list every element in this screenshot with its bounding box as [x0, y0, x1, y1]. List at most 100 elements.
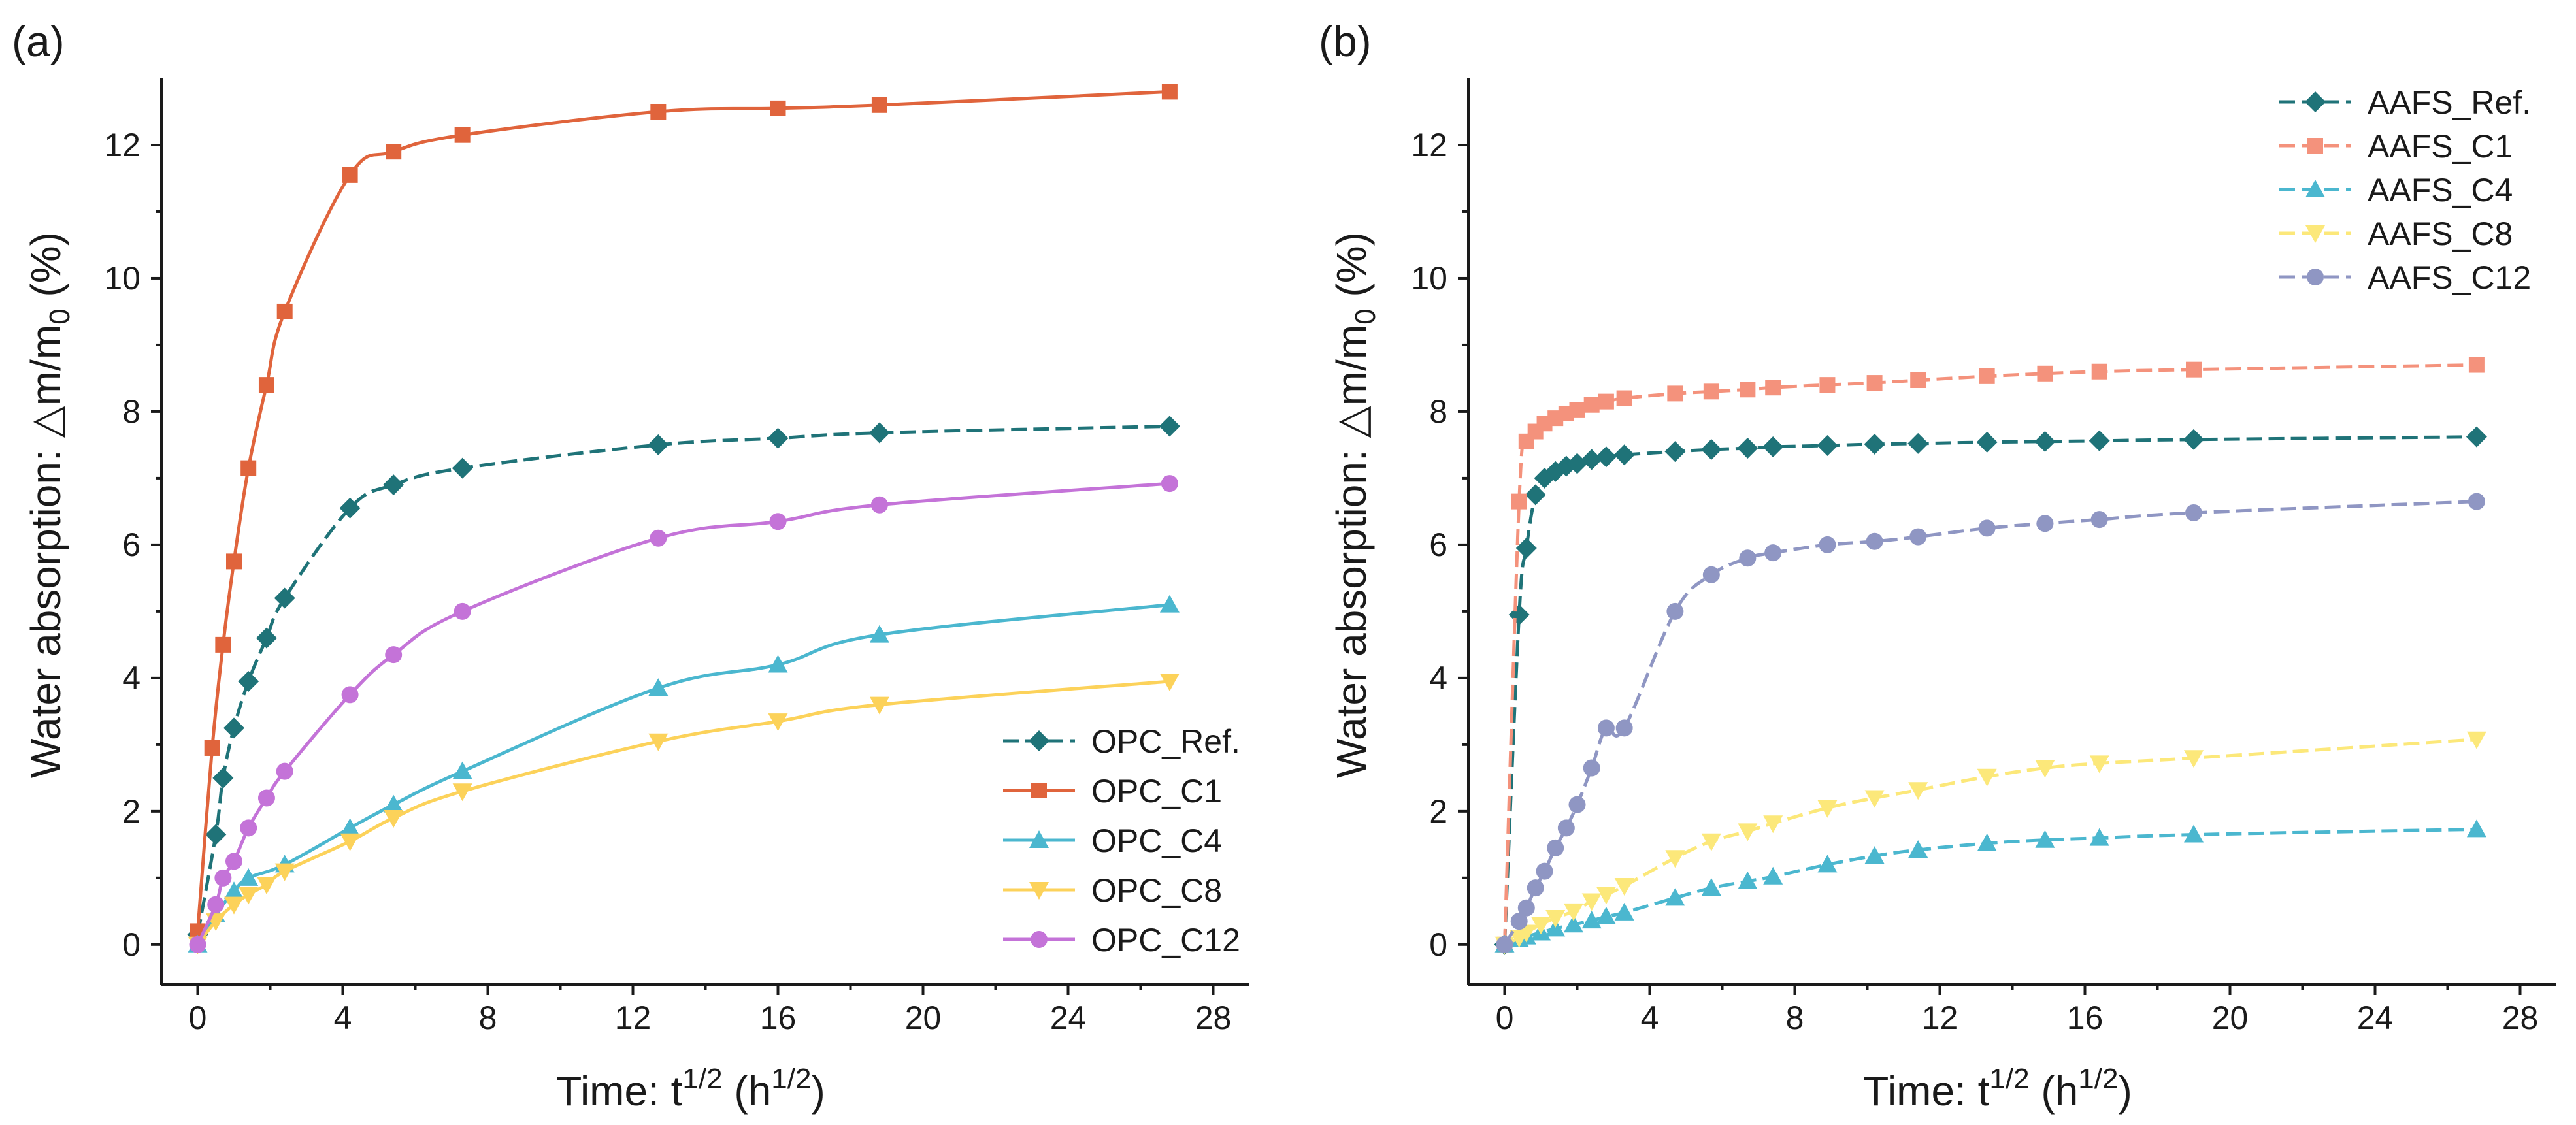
- series-opc-c1-point: [650, 103, 667, 120]
- series-opc-c8: [188, 673, 1180, 954]
- legend-label: OPC_Ref.: [1091, 723, 1240, 760]
- panel-a-x-tick-label: 16: [760, 1000, 797, 1036]
- series-aafs-ref-point: [1525, 484, 1546, 506]
- series-aafs-c1-point: [1740, 382, 1756, 398]
- series-opc-c1-point: [276, 303, 293, 319]
- panel-b-x-tick-label: 8: [1786, 1000, 1804, 1036]
- series-opc-c4-point: [1159, 595, 1180, 613]
- series-aafs-c1-point: [1910, 372, 1926, 388]
- series-opc-c12-point: [341, 686, 359, 704]
- series-aafs-c8-point: [1545, 910, 1566, 928]
- series-aafs-c8-point: [1977, 768, 1997, 787]
- series-aafs-ref-point: [2466, 426, 2487, 448]
- series-opc-c1-point: [770, 100, 786, 116]
- series-opc-c8-point: [239, 887, 259, 905]
- legend-item-aafs-c8: AAFS_C8: [2279, 216, 2513, 252]
- series-aafs-c12-point: [1866, 532, 1883, 550]
- panel-b-x-tick-label: 20: [2212, 1000, 2249, 1036]
- panel-a-x-tick-label: 20: [905, 1000, 942, 1036]
- legend-item-opc-c12: OPC_C12: [1003, 922, 1240, 958]
- panel-b-x-tick-label: 24: [2357, 1000, 2394, 1036]
- series-opc-c12-point: [207, 896, 225, 913]
- series-aafs-c8-point: [2184, 750, 2204, 768]
- panel-a-x-axis-title-sup2: 1/2: [771, 1063, 811, 1095]
- series-opc-ref-point: [452, 457, 473, 479]
- series-aafs-ref-line: [1503, 435, 2477, 945]
- series-aafs-c12-point: [1536, 862, 1553, 880]
- series-opc-c1-point: [342, 167, 358, 183]
- series-aafs-c1-point: [1866, 375, 1883, 391]
- series-aafs-c1-point: [1819, 377, 1836, 393]
- series-aafs-c4-point: [2184, 824, 2204, 843]
- legend-label: OPC_C1: [1091, 773, 1222, 809]
- series-aafs-c12-point: [2468, 493, 2485, 510]
- series-opc-c8-point: [224, 896, 244, 915]
- legend-marker: [2305, 225, 2325, 243]
- panel-a-x-tick-label: 24: [1050, 1000, 1087, 1036]
- series-aafs-ref-point: [1508, 604, 1530, 625]
- series-opc-c12-point: [257, 789, 275, 807]
- series-aafs-ref-point: [1864, 433, 1885, 455]
- panel-b-y-tick-label: 4: [1429, 660, 1447, 696]
- series-aafs-c1-point: [1616, 390, 1632, 406]
- series-aafs-ref-point: [1613, 444, 1635, 466]
- series-aafs-c4-point: [1563, 915, 1583, 933]
- series-aafs-c12-point: [1666, 602, 1684, 620]
- series-opc-c4-point: [340, 818, 360, 836]
- series-opc-c8-point: [256, 877, 276, 895]
- series-aafs-c12-point: [1764, 544, 1782, 562]
- series-aafs-c4: [1494, 819, 2486, 953]
- series-aafs-c12-point: [1978, 519, 1996, 537]
- series-aafs-c12-point: [1597, 719, 1615, 737]
- series-aafs-c8: [1494, 731, 2486, 954]
- panel-b-y-tick-label: 10: [1411, 260, 1447, 297]
- series-opc-ref-point: [274, 587, 295, 609]
- series-opc-c12-point: [385, 646, 403, 664]
- series-aafs-c12: [1496, 493, 2485, 953]
- panel-a-y-axis-title-tail: (%): [22, 232, 69, 308]
- panel-a-x-axis-title-sup: 1/2: [682, 1063, 722, 1095]
- panel-b-y-axis-title-tail: (%): [1328, 232, 1375, 308]
- series-opc-ref-point: [648, 434, 669, 455]
- legend-label: AAFS_Ref.: [2368, 84, 2531, 121]
- series-aafs-c12-point: [1568, 796, 1586, 813]
- series-opc-c1-point: [215, 636, 231, 653]
- series-aafs-ref-point: [1700, 439, 1722, 461]
- panel-a-y-tick-label: 0: [122, 926, 140, 963]
- series-aafs-c8-point: [1563, 903, 1583, 921]
- panel-a-x-tick-label: 8: [479, 1000, 497, 1036]
- series-aafs-c8-point: [1738, 823, 1758, 841]
- series-aafs-c8-point: [2089, 755, 2109, 774]
- panel-a-x-axis-title-tail: ): [811, 1068, 825, 1115]
- series-aafs-c1-point: [2037, 365, 2053, 382]
- series-opc-c4-point: [452, 761, 472, 779]
- legend-label: AAFS_C12: [2368, 259, 2531, 296]
- series-aafs-c12-point: [1819, 536, 1836, 553]
- series-aafs-ref-point: [2183, 429, 2204, 450]
- series-opc-c12-line: [196, 481, 1170, 945]
- panel-b-x-tick-label: 12: [1922, 1000, 1958, 1036]
- legend-marker: [2305, 91, 2326, 112]
- series-aafs-c1-point: [1583, 397, 1600, 413]
- series-aafs-c4-point: [1614, 902, 1634, 921]
- series-opc-c4-point: [239, 868, 259, 886]
- panel-a-x-axis-title: Time: t1/2 (h1/2): [556, 1063, 825, 1115]
- series-aafs-ref-point: [1762, 436, 1784, 457]
- series-aafs-c4-point: [1596, 906, 1616, 924]
- series-aafs-c4-point: [1817, 855, 1838, 873]
- series-opc-ref-point: [256, 627, 277, 649]
- legend-marker: [2305, 180, 2325, 197]
- series-opc-c12-point: [1161, 475, 1178, 493]
- panel-a-y-tick-label: 8: [122, 393, 140, 430]
- series-opc-c12-point: [240, 819, 257, 837]
- series-opc-c1-point: [240, 460, 257, 476]
- panel-b-y-tick-label: 8: [1429, 393, 1447, 430]
- series-opc-c4-point: [869, 625, 889, 643]
- series-aafs-c12-point: [2090, 511, 2108, 529]
- series-aafs-c8-point: [1531, 917, 1551, 935]
- series-aafs-c1-point: [1703, 383, 1719, 400]
- series-aafs-c4-point: [1763, 866, 1783, 885]
- panel-a-y-axis-title-sub: 0: [44, 308, 76, 324]
- series-aafs-ref-point: [1566, 453, 1588, 474]
- series-opc-c8-point: [648, 733, 669, 751]
